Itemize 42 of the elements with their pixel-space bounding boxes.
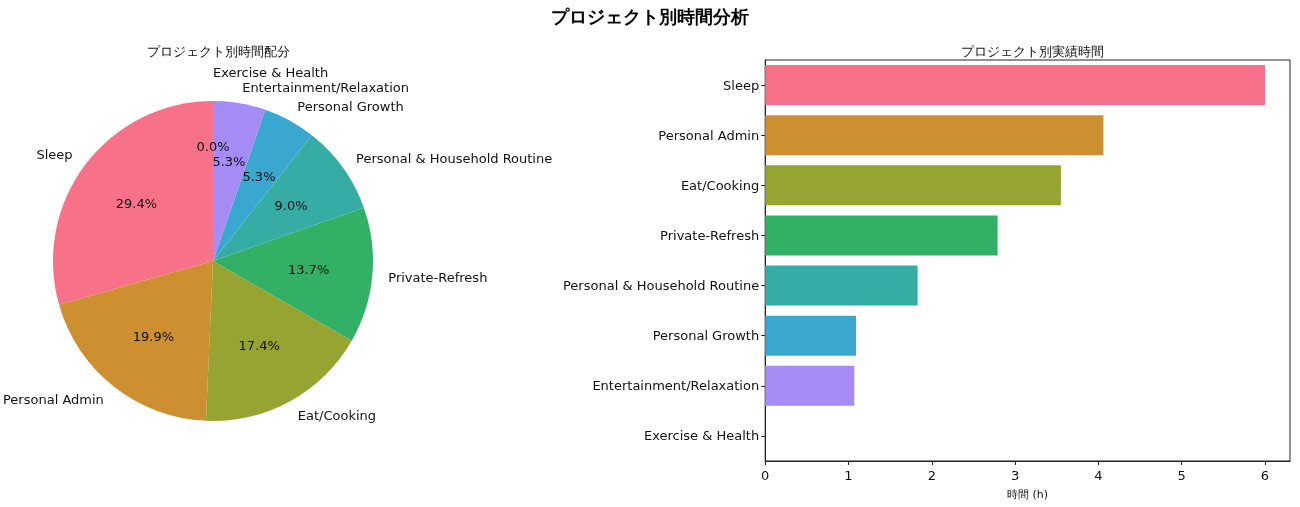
data-label: 13.7% (287, 262, 330, 278)
y-tick-label: Eat/Cooking (680, 177, 760, 193)
x-tick-label: 4 (1094, 468, 1103, 483)
x-tick-label: 6 (1260, 468, 1270, 483)
bar (765, 165, 1061, 206)
x-tick-label: 1 (844, 468, 853, 483)
x-axis-title: 時間 (h) (1007, 488, 1049, 501)
x-tick-label: 5 (1177, 468, 1186, 483)
slice-label: Eat/Cooking (297, 407, 377, 423)
category-label: Exercise & Health (213, 64, 329, 80)
bar (765, 115, 1104, 156)
y-tick-label: Entertainment/Relaxation (592, 378, 760, 394)
data-label: 5.3% (212, 153, 246, 169)
data-label: 19.9% (132, 328, 175, 344)
text: 0.0% (196, 138, 230, 154)
bar (765, 265, 918, 306)
y-tick-label: Personal & Household Routine (562, 278, 760, 294)
slice-label: Personal Admin (2, 391, 104, 407)
data-label: 5.3% (242, 169, 276, 185)
y-tick-label: Personal Admin (658, 127, 760, 143)
x-tick-label: 2 (927, 468, 936, 483)
bar (765, 365, 855, 406)
slice-label: Sleep (36, 147, 73, 163)
slice-label: Entertainment/Relaxation (242, 79, 409, 95)
x-tick-label: 3 (1010, 468, 1020, 483)
text: プロジェクト別時間分析 (550, 5, 750, 29)
bar (765, 215, 998, 256)
data-label: 9.0% (274, 197, 308, 213)
y-tick-label: Sleep (723, 77, 760, 93)
slice-label: Private-Refresh (388, 269, 488, 285)
y-tick-label: Private-Refresh (660, 227, 760, 243)
chart-subtitle: プロジェクト別時間配分 (146, 44, 290, 59)
x-tick-label: 0 (761, 468, 770, 483)
data-label: 29.4% (115, 195, 158, 211)
slice-label: Personal & Household Routine (356, 150, 553, 166)
bar (765, 65, 1266, 106)
data-label: 17.4% (238, 337, 280, 353)
chart-title: プロジェクト別実績時間 (960, 44, 1104, 59)
slice-label: Personal Growth (297, 99, 404, 114)
y-tick-label: Personal Growth (652, 328, 760, 344)
bar (765, 315, 856, 356)
y-tick-label: Exercise & Health (643, 428, 760, 444)
